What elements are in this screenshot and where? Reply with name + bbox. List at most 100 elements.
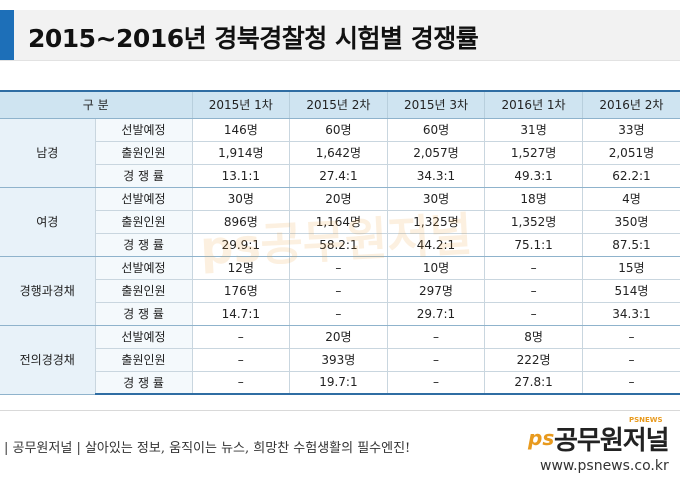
- table-cell: –: [581, 348, 680, 372]
- table-cell: 60명: [386, 118, 485, 142]
- table-cell: 896명: [191, 210, 290, 234]
- table-row: 전의경경채 선발예정 –20명 –8명 –: [0, 325, 680, 395]
- table-cell: 1,642명: [289, 141, 388, 165]
- row-label: 선발예정: [94, 325, 192, 349]
- table-cell: 12명: [191, 256, 290, 280]
- table-header-row: 구 분 2015년 1차 2015년 2차 2015년 3차 2016년 1차 …: [0, 90, 680, 119]
- table-cell: 222명: [484, 348, 583, 372]
- table-cell: –: [289, 256, 388, 280]
- table-cell: –: [191, 371, 290, 395]
- table-cell: 10명: [386, 256, 485, 280]
- header-2015-3: 2015년 3차: [386, 90, 485, 119]
- row-label: 출원인원: [94, 141, 192, 165]
- group-label: 남경: [0, 118, 95, 188]
- table-row: 경 쟁 률 14.7:1–29.7:1–34.3:1: [0, 302, 680, 326]
- table-cell: 27.4:1: [289, 164, 388, 188]
- table-cell: 393명: [289, 348, 388, 372]
- table-cell: 176명: [191, 279, 290, 303]
- table-cell: 31명: [484, 118, 583, 142]
- table-cell: 2,057명: [386, 141, 485, 165]
- table-row: 경 쟁 률 29.9:1 58.2:1 44.2:1 75.1:1 87.5:1: [0, 233, 680, 257]
- table-cell: 27.8:1: [484, 371, 583, 395]
- table-row: 출원인원 896명 1,164명 1,325명 1,352명 350명: [0, 210, 680, 234]
- footer-divider: [0, 410, 680, 411]
- row-label: 경 쟁 률: [94, 164, 192, 188]
- row-label: 선발예정: [94, 187, 192, 211]
- table-cell: –: [191, 325, 290, 349]
- title-bar: 2015~2016년 경북경찰청 시험별 경쟁률: [0, 10, 680, 61]
- table-row: 경행과경채 선발예정 12명 –10명 –15명: [0, 256, 680, 326]
- table-cell: 350명: [581, 210, 680, 234]
- group-label: 전의경경채: [0, 325, 95, 395]
- row-label: 경 쟁 률: [94, 371, 192, 395]
- table-cell: 297명: [386, 279, 485, 303]
- table-cell: 2,051명: [581, 141, 680, 165]
- table-cell: 60명: [289, 118, 388, 142]
- table-row: 출원인원 176명 –297명 –514명: [0, 279, 680, 303]
- table-cell: 49.3:1: [484, 164, 583, 188]
- logo-ps-mark: ps: [528, 426, 555, 450]
- site-url: www.psnews.co.kr: [540, 458, 669, 474]
- group-label: 경행과경채: [0, 256, 95, 326]
- row-label: 경 쟁 률: [94, 233, 192, 257]
- competition-rate-table: 구 분 2015년 1차 2015년 2차 2015년 3차 2016년 1차 …: [0, 90, 680, 395]
- row-label: 출원인원: [94, 348, 192, 372]
- table-cell: 30명: [191, 187, 290, 211]
- table-cell: 1,527명: [484, 141, 583, 165]
- table-cell: 13.1:1: [191, 164, 290, 188]
- table-row: 경 쟁 률 13.1:1 27.4:1 34.3:1 49.3:1 62.2:1: [0, 164, 680, 188]
- table-row: 출원인원 –393명 –222명 –: [0, 348, 680, 372]
- table-cell: 1,914명: [191, 141, 290, 165]
- table-body: 남경 선발예정 146명 60명 60명 31명 33명 출원인원 1,914명 1,642명 2,…: [0, 118, 680, 395]
- page-title: 2015~2016년 경북경찰청 시험별 경쟁률: [28, 24, 479, 53]
- row-label: 출원인원: [94, 279, 192, 303]
- footer-tagline: | 공무원저널 | 살아있는 정보, 움직이는 뉴스, 희망찬 수험생활의 필수…: [4, 441, 411, 456]
- table-cell: –: [581, 325, 680, 349]
- table-cell: 33명: [581, 118, 680, 142]
- table-cell: 20명: [289, 187, 388, 211]
- header-2016-1: 2016년 1차: [484, 90, 583, 119]
- table-cell: 29.7:1: [386, 302, 485, 326]
- table-cell: 1,325명: [386, 210, 485, 234]
- table-row: 출원인원 1,914명 1,642명 2,057명 1,527명 2,051명: [0, 141, 680, 165]
- title-accent-bar: [0, 10, 14, 60]
- table-cell: 146명: [191, 118, 290, 142]
- logo-name: 공무원저널: [554, 426, 670, 456]
- table-cell: 30명: [386, 187, 485, 211]
- psnews-logo: ps 공무원저널 PSNEWS: [528, 416, 678, 456]
- group-label: 여경: [0, 187, 95, 257]
- table-cell: 62.2:1: [581, 164, 680, 188]
- competition-table-container: 구 분 2015년 1차 2015년 2차 2015년 3차 2016년 1차 …: [0, 90, 680, 395]
- row-label: 경 쟁 률: [94, 302, 192, 326]
- table-cell: –: [289, 279, 388, 303]
- table-cell: 8명: [484, 325, 583, 349]
- table-cell: –: [386, 348, 485, 372]
- table-cell: 514명: [581, 279, 680, 303]
- table-cell: 1,352명: [484, 210, 583, 234]
- row-label: 출원인원: [94, 210, 192, 234]
- table-cell: 87.5:1: [581, 233, 680, 257]
- table-cell: 15명: [581, 256, 680, 280]
- table-cell: 34.3:1: [386, 164, 485, 188]
- table-cell: 75.1:1: [484, 233, 583, 257]
- table-cell: –: [191, 348, 290, 372]
- header-2015-2: 2015년 2차: [289, 90, 388, 119]
- table-cell: –: [386, 325, 485, 349]
- table-cell: 34.3:1: [581, 302, 680, 326]
- table-cell: –: [386, 371, 485, 395]
- table-cell: –: [484, 256, 583, 280]
- table-cell: –: [484, 279, 583, 303]
- table-cell: 44.2:1: [386, 233, 485, 257]
- row-label: 선발예정: [94, 256, 192, 280]
- table-row: 남경 선발예정 146명 60명 60명 31명 33명: [0, 118, 680, 188]
- table-cell: 29.9:1: [191, 233, 290, 257]
- table-cell: 19.7:1: [289, 371, 388, 395]
- table-cell: 1,164명: [289, 210, 388, 234]
- table-cell: –: [581, 371, 680, 395]
- header-category: 구 분: [0, 90, 192, 119]
- table-cell: 58.2:1: [289, 233, 388, 257]
- header-2016-2: 2016년 2차: [581, 90, 680, 119]
- table-cell: 4명: [581, 187, 680, 211]
- table-cell: –: [484, 302, 583, 326]
- row-label: 선발예정: [94, 118, 192, 142]
